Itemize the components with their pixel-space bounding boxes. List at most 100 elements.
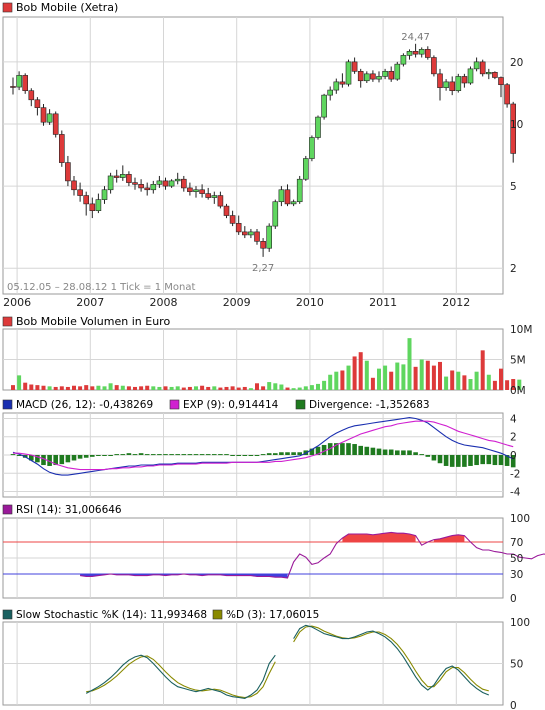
divergence-bar: [169, 454, 174, 456]
volume-bar: [511, 379, 516, 390]
volume-legend-icon: [2, 316, 13, 327]
divergence-bar: [340, 443, 345, 455]
candle-body: [339, 81, 346, 85]
candle-body: [138, 184, 144, 189]
divergence-bar: [175, 454, 180, 456]
candle-body: [467, 68, 474, 84]
volume-bar: [175, 386, 180, 390]
volume-bar: [206, 386, 211, 390]
divergence-bar: [230, 455, 235, 456]
stoch-k-line: [85, 624, 490, 699]
rsi-legend-icon: [2, 504, 13, 515]
volume-bar: [492, 380, 497, 390]
divergence-bar: [193, 454, 199, 456]
volume-bar: [65, 386, 70, 390]
volume-bar: [352, 356, 357, 390]
divergence-bar: [266, 453, 272, 455]
macd-panel: MACD (26, 12): -0,438269 EXP (9): 0,9144…: [2, 399, 521, 499]
volume-bar: [279, 384, 284, 390]
candle-body: [229, 215, 236, 224]
divergence-bar: [425, 455, 431, 457]
volume-bar: [163, 386, 168, 390]
divergence-bar: [401, 450, 406, 455]
volume-bar: [395, 362, 400, 390]
volume-bar: [96, 385, 101, 390]
y-tick-label: 0: [510, 700, 517, 710]
stoch-d-legend-icon: [212, 609, 223, 620]
divergence-bar: [218, 454, 223, 456]
candle-body: [296, 178, 303, 203]
divergence-bar: [315, 446, 321, 455]
exp-legend-icon: [169, 399, 180, 410]
volume-bar: [90, 386, 95, 390]
volume-bar: [114, 385, 119, 390]
date-range-label: 05.12.05 – 28.08.12 1 Tick = 1 Monat: [7, 282, 195, 293]
candle-body: [205, 193, 211, 198]
volume-bar: [78, 386, 83, 390]
candle-body: [492, 72, 498, 78]
divergence-bar: [205, 454, 211, 456]
candle-body: [120, 174, 126, 178]
candle-body: [217, 195, 224, 207]
macd-y-axis: 4 2 0 -2 -4: [510, 413, 521, 498]
volume-bar: [224, 386, 229, 390]
candle-body: [126, 174, 132, 183]
divergence-bar: [29, 455, 34, 461]
candle-body: [71, 180, 77, 191]
divergence-bar: [199, 454, 205, 456]
price-title: Bob Mobile (Xetra): [16, 1, 118, 14]
candle-body: [132, 182, 138, 185]
volume-bar: [505, 380, 510, 390]
y-tick-label: 5M: [510, 355, 526, 367]
candle-body: [83, 195, 89, 205]
divergence-bar: [163, 454, 168, 456]
volume-bar: [517, 379, 522, 390]
candle-body: [156, 180, 163, 185]
rsi-panel: RSI (14): 31,006646 100 70 50 30 0: [2, 504, 545, 605]
divergence-bar: [321, 444, 327, 455]
volume-bar: [181, 387, 186, 390]
candle-body: [254, 231, 260, 242]
volume-bar: [145, 385, 150, 390]
candle-body: [418, 49, 425, 55]
divergence-bar: [395, 450, 400, 455]
divergence-bar: [126, 453, 132, 455]
divergence-bar: [456, 455, 461, 467]
divergence-bar: [151, 454, 156, 456]
candle-body: [272, 201, 279, 227]
divergence-bar: [90, 455, 95, 457]
volume-bar: [450, 370, 455, 390]
volume-bar: [334, 371, 339, 390]
candle-body: [16, 75, 22, 88]
divergence-bar: [437, 455, 443, 464]
volume-bars: [11, 338, 522, 390]
price-grid: [3, 17, 503, 294]
volume-bar: [480, 350, 485, 390]
volume-bar: [53, 386, 58, 390]
candle-body: [181, 178, 187, 189]
high-annotation: 24,47: [401, 32, 430, 43]
y-tick-label: 10: [510, 119, 523, 131]
volume-bar: [291, 388, 296, 390]
candle-body: [46, 113, 53, 123]
candle-body: [113, 175, 120, 178]
divergence-bar: [96, 455, 101, 456]
divergence-bar: [462, 455, 467, 467]
volume-bar: [84, 385, 89, 390]
y-tick-label: 0: [510, 593, 517, 605]
volume-bar: [72, 385, 76, 390]
divergence-bar: [10, 454, 16, 456]
candle-body: [333, 81, 340, 91]
candle-body: [424, 49, 431, 58]
divergence-bar: [352, 444, 357, 455]
price-candles: [10, 43, 517, 257]
divergence-bar: [346, 443, 351, 455]
y-tick-label: 30: [510, 569, 523, 581]
volume-bar: [322, 380, 327, 390]
divergence-bar: [102, 455, 107, 456]
divergence-bar: [248, 455, 254, 456]
divergence-bar: [358, 445, 363, 455]
volume-bar: [11, 385, 15, 390]
candle-body: [327, 89, 334, 96]
